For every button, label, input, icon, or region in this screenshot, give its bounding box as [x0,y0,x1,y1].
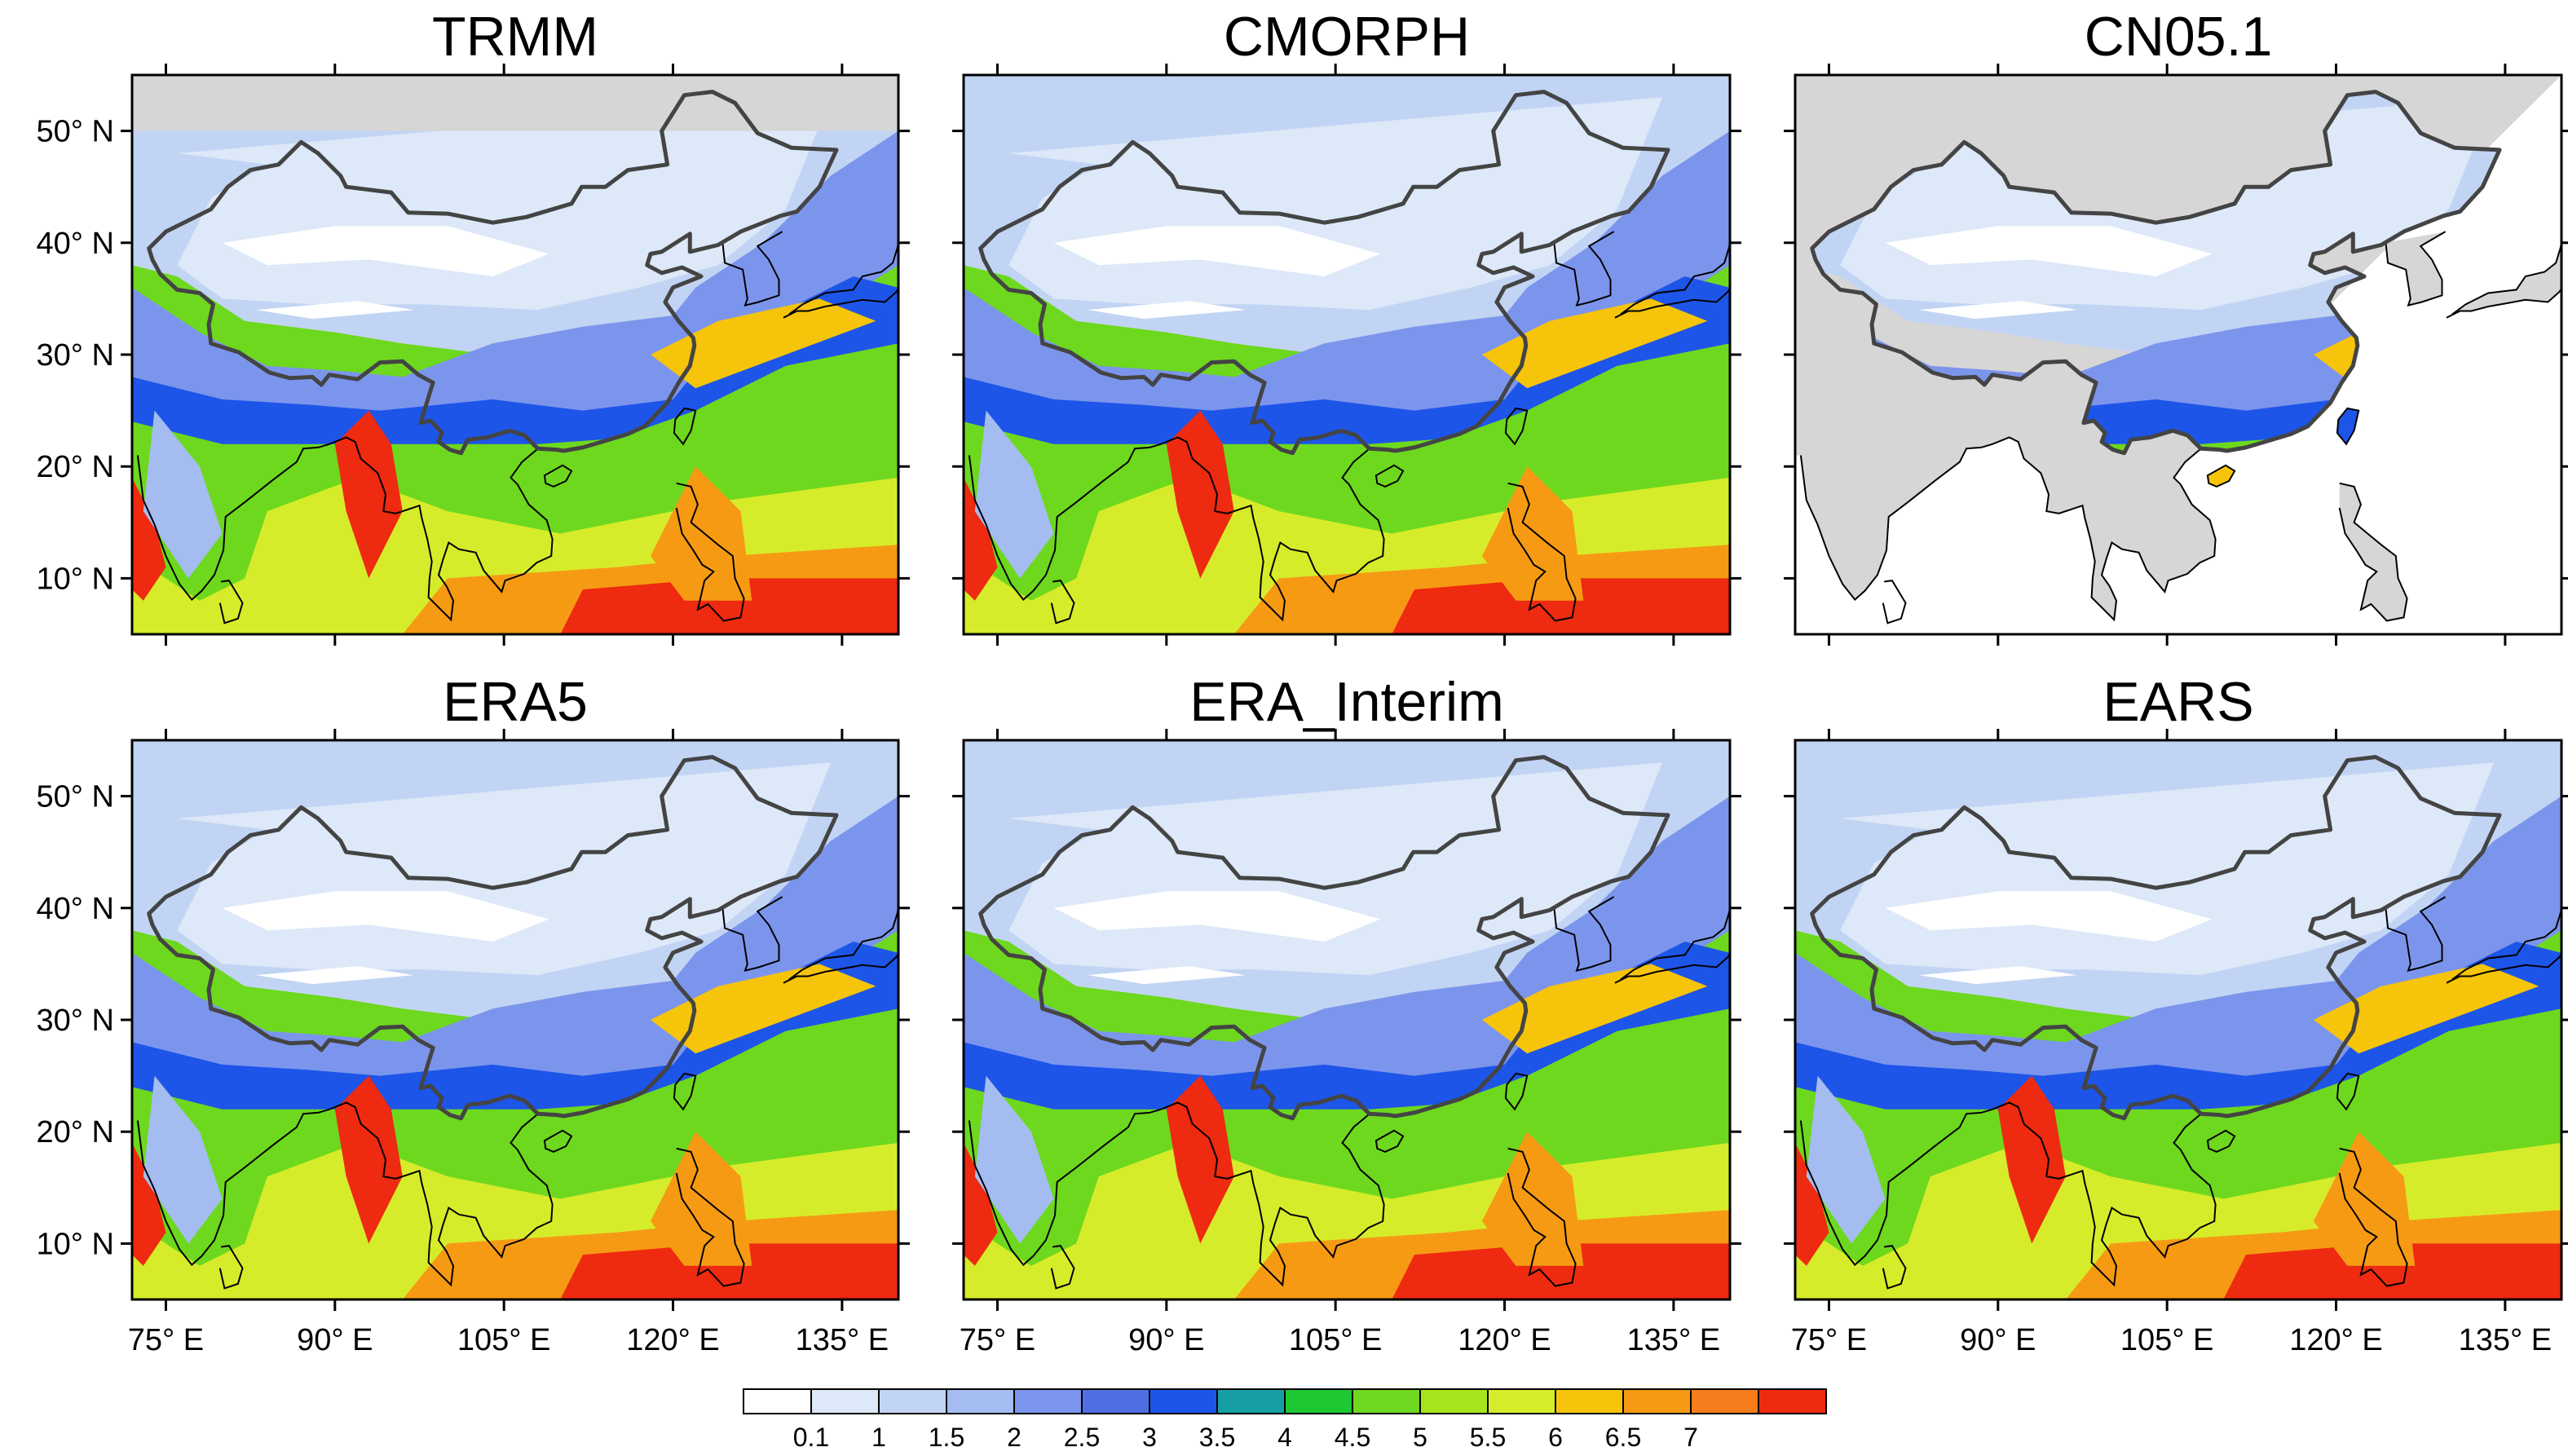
panel-era5: ERA5 50° N 40° N 30° N 20° N 10° N 75° E 90° E 1… [37,671,910,1357]
lat-tick-label: 20° N [37,450,114,484]
colorbar-box [1149,1388,1218,1414]
colorbar-box [1013,1388,1083,1414]
colorbar-box [1352,1388,1421,1414]
colorbar-label: 1 [871,1423,886,1452]
colorbar-box [1690,1388,1759,1414]
precipitation-field [132,75,898,634]
panel-cmorph: CMORPH [952,6,1741,646]
colorbar-label: 7 [1683,1423,1698,1452]
colorbar-label: 4 [1277,1423,1292,1452]
lat-tick-label: 10° N [37,562,114,596]
precipitation-field [132,740,898,1299]
colorbar-box [810,1388,880,1414]
lon-tick-label: 75° E [960,1323,1035,1357]
lat-tick-label: 10° N [37,1227,114,1261]
lat-tick-label: 50° N [37,780,114,814]
panel-title: TRMM [432,6,598,68]
china-border [1810,90,2502,456]
colorbar-label: 6.5 [1605,1423,1641,1452]
colorbar-label: 2 [1007,1423,1021,1452]
panel-title: ERA5 [443,671,588,733]
colorbar-box [946,1388,1015,1414]
lon-tick-label: 135° E [1627,1323,1721,1357]
colorbar-box [1216,1388,1286,1414]
china-border [1810,755,2502,1121]
china-border [147,90,839,456]
colorbar-label: 1.5 [929,1423,964,1452]
colorbar-box [1487,1388,1556,1414]
lat-tick-label: 30° N [37,1004,114,1038]
lat-tick-label: 50° N [37,115,114,149]
panel-cn051: CN05.1 [1784,6,2568,646]
lon-tick-label: 105° E [2120,1323,2214,1357]
lat-tick-label: 40° N [37,227,114,261]
colorbar-label: 3 [1142,1423,1157,1452]
colorbar-label: 4.5 [1335,1423,1370,1452]
colorbar-box [1758,1388,1827,1414]
colorbar-box [1284,1388,1353,1414]
colorbar-label: 6 [1548,1423,1563,1452]
colorbar: 0.1 1 1.5 2 2.5 3 3.5 4 4.5 5 5.5 6 6.5 7 [743,1388,1827,1452]
lon-tick-label: 135° E [796,1323,889,1357]
colorbar-label: 3.5 [1199,1423,1235,1452]
lon-tick-label: 105° E [457,1323,551,1357]
precipitation-field [964,740,1730,1299]
lon-tick-label: 135° E [2459,1323,2553,1357]
lon-tick-label: 75° E [1791,1323,1867,1357]
lon-tick-label: 90° E [1960,1323,2036,1357]
panel-title: EARS [2102,671,2253,733]
precipitation-field [1795,740,2561,1299]
lon-tick-label: 120° E [2289,1323,2383,1357]
lon-tick-label: 120° E [1458,1323,1551,1357]
colorbar-box [1622,1388,1692,1414]
colorbar-box [878,1388,947,1414]
colorbar-label: 2.5 [1064,1423,1100,1452]
china-border [978,755,1670,1121]
colorbar-box [1081,1388,1150,1414]
panel-title: CMORPH [1224,6,1470,68]
precipitation-field [964,75,1730,634]
lat-tick-label: 40° N [37,892,114,926]
china-border [978,90,1670,456]
lon-tick-label: 105° E [1289,1323,1383,1357]
lon-tick-label: 75° E [128,1323,204,1357]
panel-title: CN05.1 [2085,6,2273,68]
lat-tick-label: 20° N [37,1115,114,1149]
colorbar-label: 5.5 [1470,1423,1506,1452]
lat-tick-label: 30° N [37,338,114,373]
panel-era-interim: ERA_Interim 75° E 90° E 105° E 120° E 135° E [952,671,1741,1357]
panel-ears: EARS 75° E 90° E 105° E 120° E 135° E [1784,671,2568,1357]
china-border [147,755,839,1121]
colorbar-box [1555,1388,1624,1414]
precipitation-field [1795,75,2561,634]
colorbar-label: 5 [1413,1423,1427,1452]
panel-title: ERA_Interim [1189,671,1503,733]
lon-tick-label: 120° E [626,1323,720,1357]
panel-trmm: TRMM 50° N 40° N 30° N 20° N 10° N [37,6,910,646]
lon-tick-label: 90° E [1128,1323,1204,1357]
colorbar-label: 0.1 [793,1423,829,1452]
colorbar-box [743,1388,812,1414]
colorbar-box [1419,1388,1489,1414]
lon-tick-label: 90° E [297,1323,373,1357]
